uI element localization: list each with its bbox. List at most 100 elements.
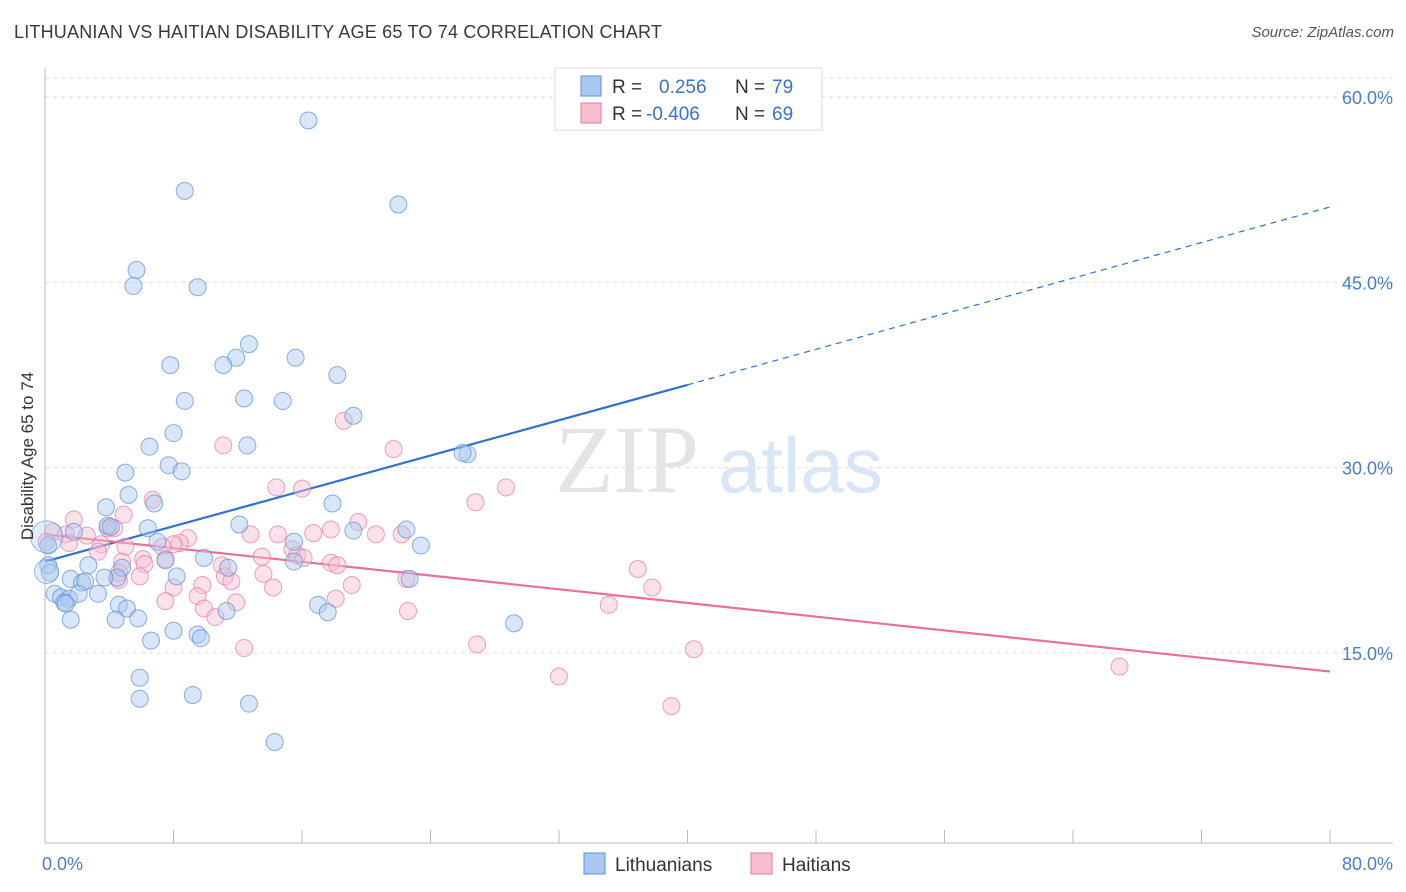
point-haitians: [328, 556, 347, 575]
point-lithuanians: [69, 584, 88, 603]
point-lithuanians: [61, 569, 80, 588]
point-haitians: [293, 479, 311, 498]
bottom-legend: Lithuanians Haitians: [583, 852, 851, 876]
point-haitians: [399, 601, 418, 620]
point-haitians: [628, 559, 647, 578]
point-lithuanians: [130, 689, 149, 708]
point-lithuanians: [95, 568, 114, 587]
point-lithuanians: [411, 536, 430, 555]
y-tick-label: 45.0%: [1342, 273, 1393, 293]
point-lithuanians: [344, 406, 363, 425]
y-tick-label: 60.0%: [1342, 88, 1393, 108]
point-lithuanians: [453, 443, 472, 462]
point-lithuanians: [142, 631, 161, 650]
point-haitians: [267, 478, 286, 497]
point-lithuanians: [140, 437, 159, 456]
point-lithuanians: [323, 494, 342, 513]
watermark-zip: ZIP: [555, 406, 699, 513]
point-lithuanians: [108, 568, 127, 587]
point-lithuanians: [130, 668, 149, 687]
point-lithuanians: [124, 277, 143, 296]
point-lithuanians: [113, 558, 132, 577]
grid-lines: [45, 77, 1393, 654]
source-label: Source: ZipAtlas.com: [1251, 24, 1394, 41]
point-haitians: [643, 578, 662, 597]
point-lithuanians: [219, 558, 238, 577]
point-lithuanians: [34, 558, 60, 584]
point-lithuanians: [145, 494, 164, 513]
point-haitians: [164, 578, 183, 597]
point-lithuanians: [161, 356, 180, 375]
legend-n-value-2: 69: [772, 104, 793, 125]
point-haitians: [60, 534, 79, 553]
point-lithuanians: [60, 589, 79, 608]
point-haitians: [254, 564, 273, 583]
point-haitians: [392, 525, 411, 544]
point-lithuanians: [89, 584, 108, 603]
point-lithuanians: [175, 181, 194, 200]
point-haitians: [156, 592, 175, 611]
point-haitians: [130, 567, 149, 586]
bottom-legend-swatch-haitians: [750, 852, 773, 875]
point-haitians: [349, 513, 368, 532]
point-lithuanians: [129, 609, 148, 628]
point-haitians: [164, 535, 183, 554]
point-lithuanians: [97, 498, 116, 517]
point-haitians: [468, 635, 487, 654]
legend-r-value-2: -0.406: [646, 104, 700, 125]
watermark-atlas: atlas: [718, 421, 883, 509]
point-lithuanians: [318, 603, 337, 622]
legend-box: R = 0.256 N = 79 R = -0.406 N = 69: [554, 67, 823, 131]
point-lithuanians: [191, 629, 210, 648]
point-haitians: [170, 534, 189, 553]
data-points: [30, 111, 1129, 751]
point-haitians: [222, 572, 241, 591]
y-tick-label: 15.0%: [1342, 644, 1393, 664]
point-haitians: [193, 576, 212, 595]
tick-labels: 15.0% 30.0% 45.0% 60.0% 0.0% 80.0%: [42, 88, 1393, 874]
point-lithuanians: [397, 520, 416, 539]
point-haitians: [384, 440, 403, 459]
legend-r-label-2: R =: [612, 104, 642, 125]
point-lithuanians: [214, 356, 233, 375]
point-haitians: [334, 411, 353, 430]
point-lithuanians: [148, 532, 167, 551]
point-haitians: [116, 537, 135, 556]
bottom-legend-lithuanians: Lithuanians: [615, 855, 712, 876]
point-lithuanians: [39, 536, 58, 555]
point-haitians: [114, 505, 133, 524]
point-lithuanians: [127, 260, 146, 279]
bottom-legend-haitians: Haitians: [782, 855, 851, 876]
point-lithuanians: [273, 391, 292, 410]
point-haitians: [550, 667, 568, 686]
point-lithuanians: [183, 686, 202, 705]
legend-swatch-lithuanians: [580, 75, 602, 97]
point-lithuanians: [164, 621, 183, 640]
point-lithuanians: [505, 614, 524, 633]
legend-n-label-2: N =: [735, 104, 765, 125]
bottom-legend-swatch-lithuanians: [583, 852, 606, 875]
point-lithuanians: [284, 532, 303, 551]
point-haitians: [342, 576, 361, 595]
point-lithuanians: [217, 601, 236, 620]
point-lithuanians: [328, 366, 347, 384]
point-lithuanians: [286, 348, 305, 367]
point-haitians: [326, 589, 345, 608]
point-lithuanians: [299, 111, 318, 130]
point-lithuanians: [195, 548, 214, 567]
point-haitians: [684, 640, 703, 659]
point-lithuanians: [101, 517, 120, 536]
point-haitians: [662, 697, 681, 716]
x-tick-label: 0.0%: [42, 854, 83, 874]
point-haitians: [214, 436, 233, 455]
point-lithuanians: [138, 519, 157, 538]
point-lithuanians: [175, 391, 194, 410]
legend-n-label-1: N =: [735, 77, 765, 98]
point-lithuanians: [230, 515, 249, 534]
point-lithuanians: [309, 595, 328, 614]
point-lithuanians: [235, 389, 254, 408]
point-haitians: [252, 547, 271, 566]
x-tick-label: 80.0%: [1342, 854, 1393, 874]
legend-r-value-1: 0.256: [659, 77, 707, 98]
